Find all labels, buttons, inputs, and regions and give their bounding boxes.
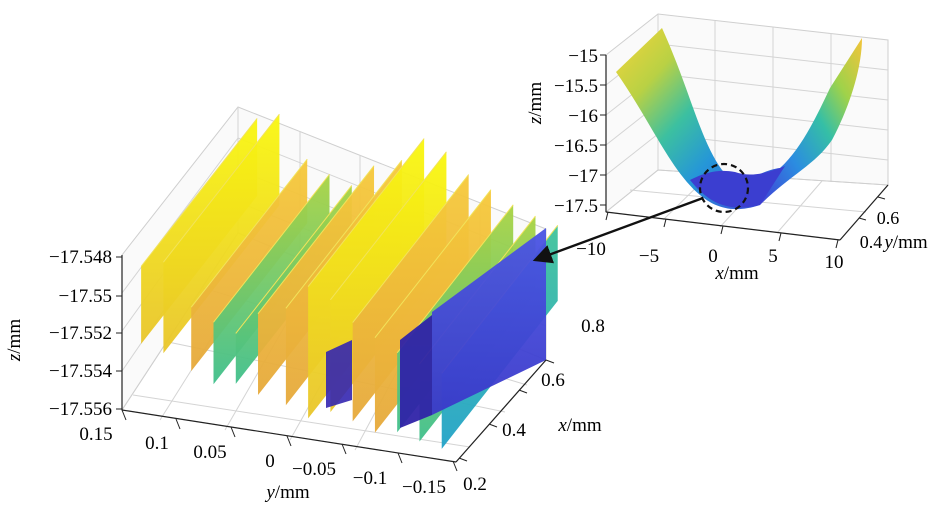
zoomed-x-tick: 0.8 bbox=[581, 316, 605, 337]
zoomed-y-label: y/mm bbox=[264, 482, 309, 503]
overview-y-tick: 0.6 bbox=[877, 208, 900, 228]
overview-x-label: x/mm bbox=[714, 263, 758, 284]
zoomed-z-label: z/mm bbox=[4, 319, 25, 362]
overview-surface-right bbox=[760, 38, 862, 205]
overview-y-label: y/mm bbox=[882, 232, 927, 253]
zoomed-front-face-dark bbox=[400, 315, 432, 428]
zoomed-y-tick: 0 bbox=[265, 451, 275, 472]
zoomed-y-tick: 0.1 bbox=[145, 433, 169, 454]
overview-x-tick: 5 bbox=[768, 246, 778, 267]
surface-ridge-edge bbox=[330, 151, 447, 301]
overview-z-tick: −15.5 bbox=[554, 76, 598, 97]
zoomed-z-axis: −17.548 −17.55 −17.552 −17.554 −17.556 z… bbox=[4, 247, 123, 420]
overview-x-tick: −10 bbox=[576, 239, 606, 260]
zoomed-y-tick: −0.1 bbox=[353, 468, 387, 489]
overview-z-tick: −17 bbox=[568, 166, 598, 187]
zoomed-x-tick: 0.4 bbox=[502, 420, 526, 441]
overview-y-axis: 0.4 0.6 y/mm bbox=[839, 184, 928, 253]
zoomed-z-tick: −17.55 bbox=[59, 286, 112, 307]
overview-highlight-circle bbox=[698, 162, 750, 214]
zoomed-y-tick: 0.15 bbox=[79, 424, 112, 445]
zoom-connector-arrow bbox=[532, 196, 704, 264]
surface-ridge-edge bbox=[285, 160, 403, 309]
overview-x-tick: 10 bbox=[825, 252, 844, 273]
overview-x-tick: −5 bbox=[639, 246, 659, 267]
zoomed-y-axis: 0.15 0.1 0.05 0 −0.05 −0.1 −0.15 y/mm bbox=[79, 409, 458, 503]
overview-z-tick: −17.5 bbox=[554, 196, 598, 217]
overview-plot: −15 −15.5 −16 −16.5 −17 −17.5 z/mm −10 −… bbox=[525, 13, 928, 284]
surface-ridge-edge bbox=[140, 118, 258, 267]
overview-surface-bottom bbox=[690, 166, 785, 208]
surface-ridge-edge bbox=[163, 113, 280, 263]
zoomed-front-face-dark-2 bbox=[326, 340, 352, 408]
surface-ridge-edge bbox=[374, 189, 492, 339]
overview-x-axis: −10 −5 0 5 10 x/mm bbox=[576, 211, 844, 284]
surface-ridge-edge bbox=[190, 158, 308, 308]
overview-z-axis: −15 −15.5 −16 −16.5 −17 −17.5 z/mm bbox=[525, 46, 607, 217]
surface-ridge-edge bbox=[307, 138, 425, 287]
zoomed-x-label: x/mm bbox=[557, 415, 601, 436]
zoomed-z-tick: −17.554 bbox=[49, 361, 112, 382]
overview-z-tick: −15 bbox=[568, 46, 598, 67]
zoomed-front-face bbox=[432, 228, 546, 415]
zoomed-z-tick: −17.552 bbox=[49, 323, 112, 344]
surface-ridge-edge bbox=[213, 173, 330, 323]
zoomed-x-tick: 0.2 bbox=[463, 474, 487, 495]
zoomed-x-axis: 0.2 0.4 0.6 0.8 x/mm bbox=[455, 316, 605, 495]
zoomed-plot: −17.548 −17.55 −17.552 −17.554 −17.556 z… bbox=[4, 106, 605, 503]
zoomed-x-tick: 0.6 bbox=[541, 370, 565, 391]
surface-ridge-edge bbox=[235, 185, 353, 334]
surface-ridge-edge bbox=[352, 174, 470, 323]
overview-z-tick: −16 bbox=[568, 106, 598, 127]
zoomed-y-tick: 0.05 bbox=[193, 442, 226, 463]
surface-ridge-edge bbox=[257, 165, 375, 314]
overview-x-tick: 0 bbox=[708, 246, 718, 267]
zoomed-y-tick: −0.15 bbox=[402, 477, 446, 498]
surface-ridge bbox=[163, 114, 280, 354]
overview-z-tick: −16.5 bbox=[554, 136, 598, 157]
overview-y-tick: 0.4 bbox=[860, 232, 883, 252]
overview-z-label: z/mm bbox=[525, 82, 546, 125]
zoomed-z-tick: −17.548 bbox=[49, 247, 112, 268]
zoomed-y-tick: −0.05 bbox=[292, 459, 336, 480]
zoomed-z-tick: −17.556 bbox=[49, 399, 112, 420]
overview-surface-left bbox=[616, 28, 780, 210]
